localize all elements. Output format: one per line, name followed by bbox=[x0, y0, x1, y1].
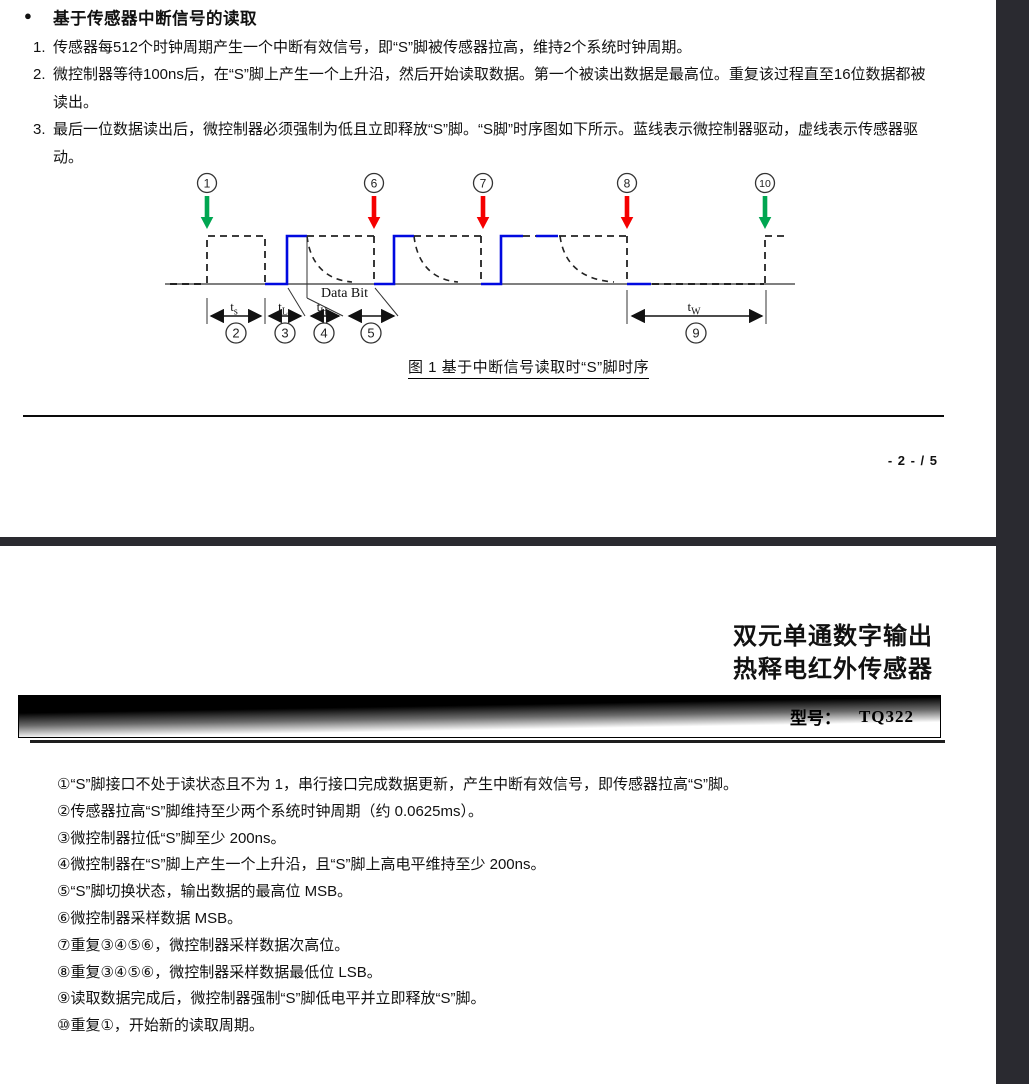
step-marker-6: 6 bbox=[363, 172, 385, 229]
page1-heading: 基于传感器中断信号的读取 bbox=[53, 10, 257, 28]
model-label: 型号： bbox=[789, 709, 841, 728]
timing-labels: ts tL tH tW Data Bit bbox=[230, 286, 701, 318]
figure-caption: 图 1 基于中断信号读取时“S”脚时序 bbox=[408, 356, 650, 379]
document-title: 双元单通数字输出 热释电红外传感器 bbox=[733, 620, 933, 686]
down-arrow-icon bbox=[367, 196, 381, 229]
svg-text:3: 3 bbox=[281, 326, 288, 341]
model-header-bar: 型号： TQ322 bbox=[18, 695, 941, 738]
svg-text:4: 4 bbox=[320, 326, 327, 341]
list-item-number: 2. bbox=[33, 66, 46, 84]
svg-text:tL: tL bbox=[278, 299, 288, 318]
svg-text:1: 1 bbox=[204, 177, 211, 191]
page-number: - 2 - / 5 bbox=[887, 453, 938, 468]
list-item: 1. 传感器每512个时钟周期产生一个中断有效信号，即“S”脚被传感器拉高，维持… bbox=[33, 34, 928, 61]
sensor-waveform-dashed bbox=[206, 235, 786, 283]
step-marker-10: 10 bbox=[754, 172, 776, 229]
step-marker-7: 7 bbox=[472, 172, 494, 229]
note-line: ①“S”脚接口不处于读状态且不为 1，串行接口完成数据更新，产生中断有效信号，即… bbox=[57, 776, 738, 793]
page-break-bar bbox=[0, 537, 996, 546]
svg-text:ts: ts bbox=[230, 299, 238, 318]
svg-text:8: 8 bbox=[624, 177, 631, 191]
note-line: ③微控制器拉低“S”脚至少 200ns。 bbox=[57, 829, 286, 847]
footer-divider bbox=[23, 415, 944, 417]
background-right-strip bbox=[996, 0, 1029, 1084]
note-line: ⑨读取数据完成后，微控制器强制“S”脚低电平并立即释放“S”脚。 bbox=[57, 990, 486, 1008]
mcu-waveform-blue bbox=[265, 234, 651, 286]
note-line: ⑤“S”脚切换状态，输出数据的最高位 MSB。 bbox=[57, 883, 353, 901]
down-arrow-icon bbox=[758, 196, 772, 229]
svg-text:tH: tH bbox=[317, 299, 328, 318]
list-item: 2. 微控制器等待100ns后，在“S”脚上产生一个上升沿，然后开始读取数据。第… bbox=[33, 61, 928, 116]
down-arrow-icon bbox=[200, 196, 214, 229]
title-line-1: 双元单通数字输出 bbox=[733, 623, 933, 650]
bottom-step-markers: 2 3 4 5 9 bbox=[225, 322, 707, 344]
svg-text:10: 10 bbox=[759, 178, 771, 190]
list-item: 3. 最后一位数据读出后，微控制器必须强制为低且立即释放“S”脚。“S脚”时序图… bbox=[33, 116, 928, 171]
list-item-number: 3. bbox=[33, 121, 46, 139]
svg-text:2: 2 bbox=[232, 326, 239, 341]
svg-text:tW: tW bbox=[687, 299, 701, 318]
list-item-text: 微控制器等待100ns后，在“S”脚上产生一个上升沿，然后开始读取数据。第一个被… bbox=[53, 66, 926, 111]
down-arrow-icon bbox=[476, 196, 490, 229]
list-item-text: 传感器每512个时钟周期产生一个中断有效信号，即“S”脚被传感器拉高，维持2个系… bbox=[53, 39, 692, 56]
list-item-number: 1. bbox=[33, 39, 46, 56]
data-bit-label: Data Bit bbox=[321, 286, 368, 301]
svg-text:6: 6 bbox=[371, 177, 378, 191]
note-line: ④微控制器在“S”脚上产生一个上升沿，且“S”脚上高电平维持至少 200ns。 bbox=[57, 856, 546, 874]
model-bar-shadow bbox=[30, 740, 945, 743]
step-marker-1: 1 bbox=[196, 172, 218, 229]
svg-text:5: 5 bbox=[367, 326, 374, 341]
dimension-leaders bbox=[206, 236, 767, 324]
timing-diagram: 1 6 7 8 10 bbox=[165, 172, 795, 344]
down-arrow-icon bbox=[620, 196, 634, 229]
timing-notes-list: ①“S”脚接口不处于读状态且不为 1，串行接口完成数据更新，产生中断有效信号，即… bbox=[57, 772, 962, 1040]
note-line: ⑩重复①，开始新的读取周期。 bbox=[57, 1017, 264, 1035]
model-value: TQ322 bbox=[858, 706, 914, 726]
note-line: ②传感器拉高“S”脚维持至少两个系统时钟周期（约 0.0625ms）。 bbox=[57, 802, 483, 820]
note-line: ⑧重复③④⑤⑥，微控制器采样数据最低位 LSB。 bbox=[57, 963, 382, 981]
svg-text:7: 7 bbox=[480, 177, 487, 191]
svg-text:9: 9 bbox=[692, 326, 699, 341]
page1-numbered-list: 1. 传感器每512个时钟周期产生一个中断有效信号，即“S”脚被传感器拉高，维持… bbox=[33, 34, 928, 171]
title-line-2: 热释电红外传感器 bbox=[733, 656, 933, 683]
list-item-text: 最后一位数据读出后，微控制器必须强制为低且立即释放“S”脚。“S脚”时序图如下所… bbox=[53, 121, 918, 166]
note-line: ⑥微控制器采样数据 MSB。 bbox=[57, 909, 243, 927]
note-line: ⑦重复③④⑤⑥，微控制器采样数据次高位。 bbox=[57, 936, 350, 954]
heading-bullet-icon: ● bbox=[24, 8, 32, 23]
step-marker-8: 8 bbox=[616, 172, 638, 229]
